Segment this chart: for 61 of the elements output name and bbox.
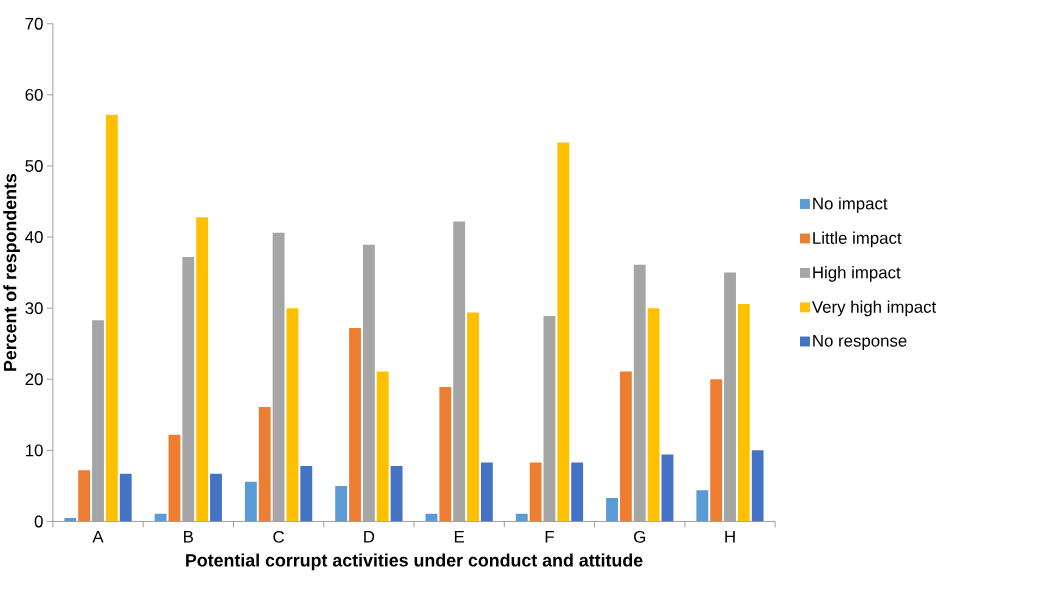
y-tick-label: 0: [34, 515, 43, 528]
bar: [647, 308, 660, 522]
bar: [105, 114, 118, 522]
bar: [571, 462, 584, 522]
legend-label: High impact: [813, 266, 901, 282]
x-tick-label: E: [454, 531, 465, 543]
y-tick-label: 10: [26, 444, 43, 457]
bar: [210, 473, 222, 522]
x-tick-label: C: [273, 531, 285, 543]
bar: [258, 407, 271, 522]
bar: [78, 470, 91, 522]
x-tick-label: A: [92, 531, 104, 543]
bar: [453, 221, 466, 522]
bar: [724, 272, 736, 522]
bar: [390, 466, 403, 522]
bar: [335, 486, 348, 522]
x-tick-label: F: [545, 531, 554, 543]
bar: [480, 462, 493, 522]
bar: [154, 513, 167, 522]
bar: [119, 473, 132, 522]
bar: [300, 466, 313, 522]
bar: [515, 513, 528, 522]
legend-label: Little impact: [813, 231, 902, 248]
bar: [737, 304, 750, 522]
bar: [467, 312, 479, 522]
y-axis-title: Percent of respondents: [3, 174, 20, 372]
bar: [92, 320, 104, 522]
bar: [439, 387, 452, 522]
bar: [272, 232, 285, 522]
bar: [619, 371, 632, 522]
x-tick-label: G: [634, 531, 646, 543]
bar: [376, 371, 389, 522]
y-tick-label: 40: [25, 231, 43, 244]
y-tick-label: 60: [25, 89, 43, 101]
y-tick-label: 70: [25, 17, 43, 30]
bar: [557, 142, 570, 522]
y-tick-label: 20: [25, 373, 43, 386]
bar: [606, 498, 618, 522]
x-tick-label: D: [364, 531, 375, 543]
bar: [362, 245, 375, 522]
bar: [543, 316, 556, 522]
bar: [349, 328, 361, 522]
legend-label: Very high impact: [811, 300, 937, 317]
bar: [696, 490, 709, 522]
x-tick-label: H: [725, 531, 735, 543]
bar: [661, 454, 674, 522]
bar: [633, 264, 646, 522]
bar: [168, 434, 181, 522]
bar: [182, 257, 195, 522]
bar: [751, 450, 764, 522]
bar: [244, 481, 257, 522]
bar: [710, 379, 723, 522]
bar: [529, 462, 542, 522]
x-tick-label: B: [184, 531, 194, 543]
bar: [286, 308, 299, 522]
legend-label: No impact: [813, 197, 888, 214]
legend-label: No response: [813, 335, 907, 351]
y-tick-label: 50: [25, 160, 43, 173]
bar: [196, 217, 209, 522]
x-axis-title: Potential corrupt activities under conduct and attitude: [186, 553, 643, 571]
y-tick-label: 30: [25, 302, 43, 315]
